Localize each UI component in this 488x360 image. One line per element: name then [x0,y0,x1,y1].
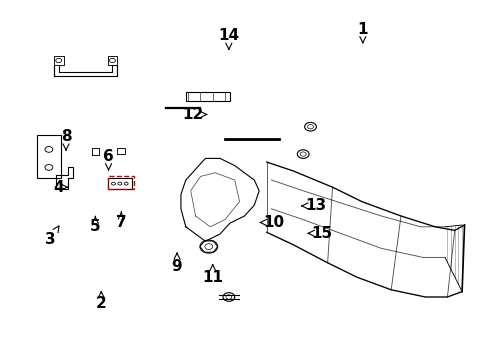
Bar [107,178,132,189]
Bar [107,56,117,65]
Text: 3: 3 [44,226,59,247]
Text: 6: 6 [103,149,114,170]
Text: 15: 15 [307,226,332,241]
Text: 2: 2 [96,292,106,311]
Text: 8: 8 [61,129,71,150]
Bar [185,92,229,101]
Text: 13: 13 [301,198,325,213]
Bar [54,56,63,65]
Text: 4: 4 [53,180,67,195]
Text: 5: 5 [90,216,101,234]
Text: 11: 11 [202,265,223,285]
Text: 7: 7 [116,212,126,230]
Text: 1: 1 [357,22,367,43]
Text: 10: 10 [260,215,284,230]
Text: 9: 9 [171,253,182,274]
Bar [107,176,134,189]
Text: 12: 12 [182,107,206,122]
Bar [37,135,61,178]
Text: 14: 14 [218,28,239,49]
